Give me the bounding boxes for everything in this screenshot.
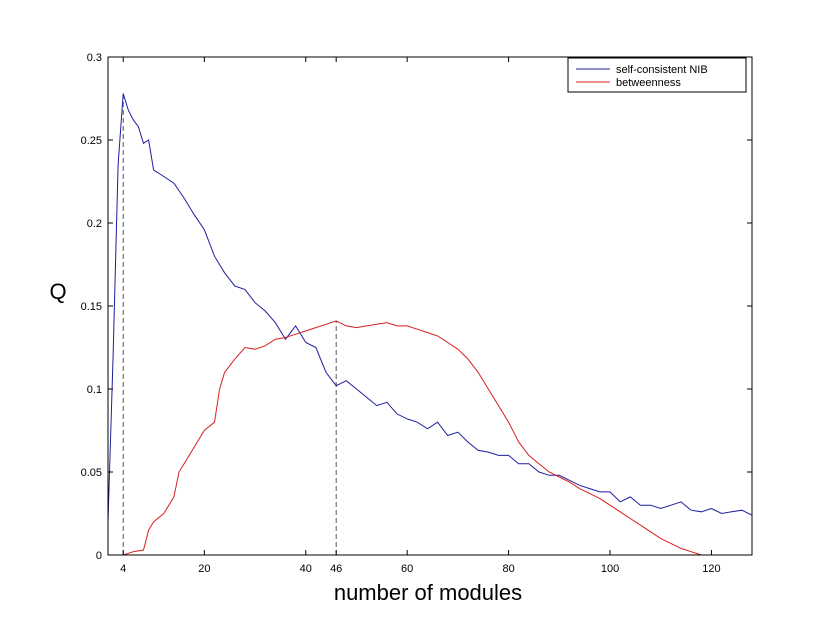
x-tick-label-4: 4 <box>120 563 126 575</box>
y-tick-label-1: 0.05 <box>81 467 102 479</box>
x-tick-label-80: 80 <box>502 563 514 575</box>
series-line-self-consistent-nib <box>107 93 753 522</box>
y-axis-label: Q <box>49 279 66 304</box>
plot-marks <box>107 93 753 556</box>
axis-ticks: 4 20 40 46 60 80 100 120 0 0.05 0.1 0.15 0.2 0.25 0.3 <box>81 52 752 575</box>
legend-box <box>567 57 747 93</box>
legend-entry-betweenness: betweenness <box>616 77 681 89</box>
x-tick-label-40: 40 <box>300 563 312 575</box>
y-tick-label-6: 0.3 <box>87 52 102 64</box>
x-tick-label-46: 46 <box>330 563 342 575</box>
legend: self-consistent NIB betweenness <box>567 57 747 93</box>
plot-frame <box>107 56 753 556</box>
y-tick-label-4: 0.2 <box>87 218 102 230</box>
x-tick-label-20: 20 <box>198 563 210 575</box>
x-tick-label-60: 60 <box>401 563 413 575</box>
y-tick-label-3: 0.15 <box>81 301 102 313</box>
series-line-betweenness <box>118 320 702 556</box>
x-tick-label-120: 120 <box>702 563 720 575</box>
legend-entry-self-consistent-nib: self-consistent NIB <box>616 64 708 76</box>
y-tick-label-5: 0.25 <box>81 135 102 147</box>
y-tick-label-2: 0.1 <box>87 384 102 396</box>
y-tick-label-0: 0 <box>96 550 102 562</box>
x-tick-label-100: 100 <box>601 563 619 575</box>
x-axis-label: number of modules <box>334 580 522 605</box>
